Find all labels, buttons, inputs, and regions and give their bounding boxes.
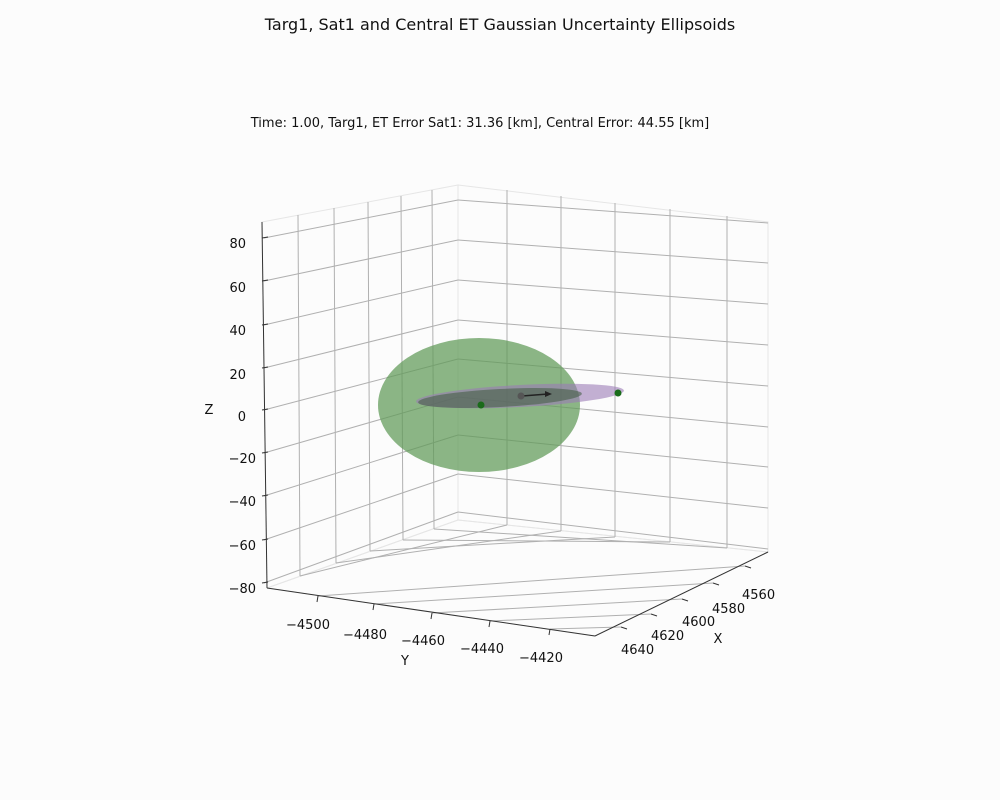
x-tick-mark bbox=[681, 598, 689, 602]
z-tick-label: −60 bbox=[229, 539, 256, 554]
z-tick-mark bbox=[261, 236, 269, 239]
grid-line bbox=[263, 511, 459, 584]
z-axis-label: Z bbox=[205, 403, 214, 418]
y-tick-label: −4460 bbox=[401, 634, 445, 649]
grid-line bbox=[297, 214, 301, 577]
grid-line bbox=[457, 473, 769, 509]
ellipsoids bbox=[378, 338, 624, 472]
x-ticks: 4560 4580 4600 4620 4640 X bbox=[620, 565, 775, 658]
grid-line bbox=[549, 626, 622, 630]
grid-line bbox=[433, 528, 728, 549]
x-tick-label: 4600 bbox=[682, 615, 715, 630]
y-tick-label: −4500 bbox=[286, 618, 330, 633]
grid-line bbox=[263, 279, 459, 326]
y-ticks: −4500 −4480 −4460 −4440 −4420 Y bbox=[286, 595, 563, 669]
chart-title: Targ1, Sat1 and Central ET Gaussian Unce… bbox=[264, 15, 735, 34]
grid-line bbox=[263, 473, 459, 541]
velocity-arrow-head bbox=[545, 391, 552, 397]
y-tick-mark bbox=[430, 612, 433, 620]
grid-line bbox=[431, 598, 683, 614]
x-tick-mark bbox=[712, 582, 720, 586]
y-tick-mark bbox=[488, 620, 491, 628]
points bbox=[477, 389, 622, 409]
x-tick-mark bbox=[744, 565, 752, 569]
z-tick-label: −20 bbox=[229, 452, 256, 467]
grid-line bbox=[489, 613, 652, 622]
z-tick-mark bbox=[261, 323, 269, 326]
grid-line bbox=[263, 199, 459, 239]
floor-grid bbox=[299, 524, 746, 630]
grid-line bbox=[369, 536, 616, 552]
grid-line bbox=[457, 319, 769, 346]
z-tick-label: 40 bbox=[229, 324, 246, 339]
z-tick-label: 20 bbox=[229, 368, 246, 383]
x-axis-label: X bbox=[714, 632, 723, 647]
z-tick-label: 60 bbox=[229, 281, 246, 296]
x-tick-mark bbox=[620, 626, 628, 630]
x-tick-mark bbox=[650, 613, 658, 617]
chart-subtitle: Time: 1.00, Targ1, ET Error Sat1: 31.36 … bbox=[250, 116, 709, 131]
grid-line bbox=[317, 565, 746, 597]
x-tick-label: 4560 bbox=[742, 588, 775, 603]
point-marker bbox=[477, 401, 485, 409]
point-marker bbox=[517, 392, 525, 400]
z-tick-mark bbox=[261, 279, 269, 282]
z-tick-mark bbox=[261, 366, 269, 369]
point-marker bbox=[614, 389, 622, 397]
z-tick-label: −40 bbox=[229, 495, 256, 510]
grid-line bbox=[263, 239, 459, 282]
y-tick-label: −4440 bbox=[460, 642, 504, 657]
ellipsoid-overlap-shading bbox=[418, 388, 582, 408]
y-tick-mark bbox=[316, 595, 319, 603]
z-ticks: 80 60 40 20 0 −20 −40 −60 −80 Z bbox=[205, 236, 269, 597]
grid-line bbox=[263, 319, 459, 369]
z-tick-label: 0 bbox=[238, 410, 246, 425]
x-tick-label: 4640 bbox=[621, 643, 654, 658]
y-axis-line bbox=[266, 587, 596, 637]
z-tick-mark bbox=[261, 408, 269, 411]
z-tick-mark bbox=[261, 494, 269, 497]
velocity-arrow bbox=[521, 391, 552, 397]
z-tick-mark bbox=[261, 538, 269, 541]
grid-line bbox=[457, 279, 769, 305]
y-tick-label: −4420 bbox=[519, 651, 563, 666]
x-tick-label: 4580 bbox=[712, 602, 745, 617]
y-axis-label: Y bbox=[400, 654, 409, 669]
z-axis-line bbox=[261, 221, 268, 589]
velocity-arrow-line bbox=[521, 393, 549, 397]
grid-line bbox=[457, 239, 769, 264]
z-tick-mark bbox=[261, 581, 269, 584]
y-tick-label: −4480 bbox=[343, 628, 387, 643]
grid-line bbox=[367, 201, 371, 552]
grid-line bbox=[333, 207, 337, 564]
grid-line bbox=[457, 511, 769, 550]
x-axis-line bbox=[594, 551, 769, 637]
axis-lines bbox=[261, 221, 769, 637]
x-tick-label: 4620 bbox=[651, 629, 684, 644]
grid-line bbox=[373, 582, 714, 605]
grid-line bbox=[457, 199, 769, 224]
z-tick-label: −80 bbox=[229, 582, 256, 597]
z-tick-label: 80 bbox=[229, 237, 246, 252]
z-tick-mark bbox=[261, 451, 269, 454]
y-tick-mark bbox=[548, 628, 551, 636]
grid-line bbox=[299, 524, 508, 577]
y-tick-mark bbox=[372, 603, 375, 611]
